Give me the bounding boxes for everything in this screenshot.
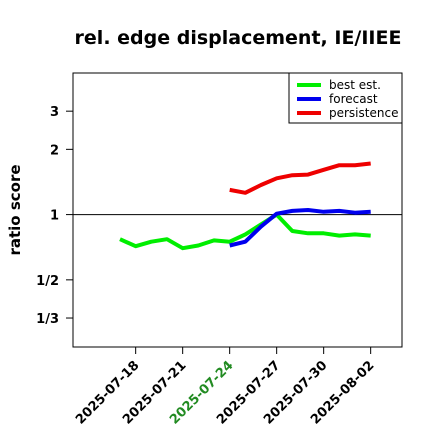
plot-frame [72,72,403,348]
y-axis: 3 2 1 1/2 1/3 [36,105,73,327]
y-axis-label: ratio score [6,164,24,255]
x-axis: 2025-07-182025-07-212025-07-242025-07-27… [73,347,377,428]
y-tick-label: 2 [50,143,59,158]
y-tick-label: 1/3 [36,312,59,327]
legend-label: best est. [329,78,381,92]
y-tick-label: 1/2 [36,274,59,289]
legend-label: forecast [329,92,378,106]
y-tick-label: 3 [50,105,59,120]
series-forecast-line [229,208,371,248]
series-persistence-line [229,161,371,195]
series-best-est-line [119,212,371,251]
series-layer [119,161,371,251]
y-tick-label: 1 [50,209,59,224]
legend-label: persistence [329,106,398,120]
chart-title: rel. edge displacement, IE/IIEE [75,27,402,49]
